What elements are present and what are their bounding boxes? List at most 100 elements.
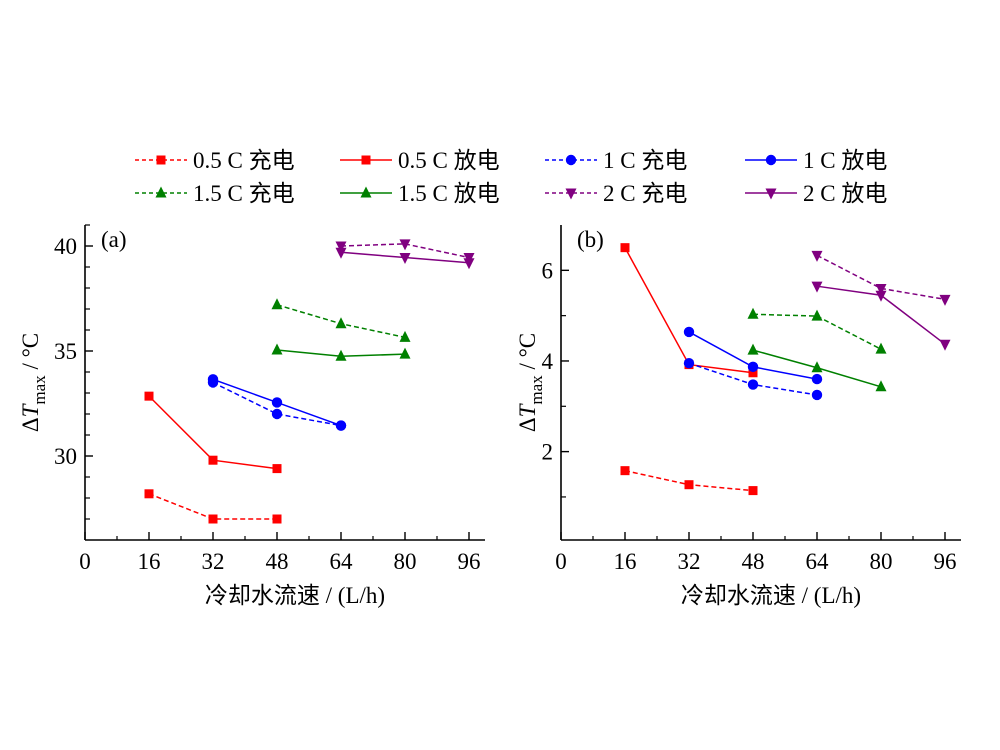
x-axis-title: 冷却水流速 / (L/h) xyxy=(681,583,861,608)
data-point xyxy=(747,361,759,373)
x-tick-label: 64 xyxy=(806,549,830,574)
y-axis-title-symbol: T xyxy=(18,402,43,417)
y-axis-title: ΔTmax / °C xyxy=(515,333,546,432)
data-point xyxy=(875,283,887,295)
series-3 xyxy=(207,374,347,431)
legend-entry: 1 C 充电 xyxy=(545,148,687,173)
legend-label: 2 C 放电 xyxy=(803,181,887,206)
x-tick-label: 96 xyxy=(458,549,481,574)
data-point xyxy=(875,380,887,392)
series-4 xyxy=(271,298,411,342)
legend-entry: 2 C 充电 xyxy=(545,181,687,206)
data-point xyxy=(144,489,154,499)
legend-label: 1.5 C 放电 xyxy=(398,181,500,206)
legend-label: 1 C 充电 xyxy=(603,148,687,173)
data-point xyxy=(747,379,759,390)
y-axis-title-subscript: max xyxy=(527,375,546,405)
y-axis-title-delta: Δ xyxy=(515,417,540,432)
data-point xyxy=(683,358,695,369)
y-tick-label: 2 xyxy=(542,440,554,465)
y-tick-label: 4 xyxy=(542,349,554,374)
data-point xyxy=(747,307,759,319)
data-point xyxy=(399,330,411,342)
data-point xyxy=(207,374,219,385)
data-point xyxy=(747,343,759,355)
data-point xyxy=(271,298,283,310)
y-axis-title-symbol: T xyxy=(515,402,540,417)
x-tick-label: 64 xyxy=(330,549,354,574)
panel-a: 0 16 32 48 64 80 96 30 35 40 冷却水流速 / (L/h) ΔTmax / … xyxy=(18,224,485,608)
legend-entry: 2 C 放电 xyxy=(745,181,887,206)
panel-b: 0 16 32 48 64 80 96 2 4 6 冷却水流速 / (L/h) ΔTmax / °C (… xyxy=(515,225,961,608)
data-point xyxy=(939,294,951,306)
data-point xyxy=(811,373,823,385)
legend-label: 2 C 充电 xyxy=(603,181,687,206)
legend-marker xyxy=(765,188,777,200)
legend-marker xyxy=(361,155,371,165)
legend-marker xyxy=(565,154,577,166)
legend-label: 1.5 C 充电 xyxy=(193,181,295,206)
series-2 xyxy=(683,358,823,401)
data-point xyxy=(208,455,218,465)
data-point xyxy=(463,258,475,270)
data-point xyxy=(811,281,823,293)
data-point xyxy=(748,486,758,496)
data-point xyxy=(811,309,823,321)
data-point xyxy=(335,247,347,259)
y-tick-label: 6 xyxy=(542,258,554,283)
series-3 xyxy=(683,326,823,385)
y-tick-label: 35 xyxy=(54,339,77,364)
legend-marker xyxy=(155,186,167,198)
panel-label: (b) xyxy=(577,227,604,252)
series-7 xyxy=(335,247,475,270)
series-0 xyxy=(144,489,282,524)
data-point xyxy=(620,243,630,253)
data-point xyxy=(335,241,347,253)
legend-marker xyxy=(765,154,777,166)
legend-entry: 0.5 C 放电 xyxy=(340,148,500,173)
x-tick-label: 48 xyxy=(742,549,765,574)
series-4 xyxy=(747,307,887,354)
x-tick-label: 32 xyxy=(678,549,701,574)
x-tick-label: 32 xyxy=(202,549,225,574)
series-0 xyxy=(620,466,758,496)
data-point xyxy=(271,343,283,355)
y-axis-title-delta: Δ xyxy=(18,417,43,432)
x-tick-label: 16 xyxy=(138,549,161,574)
x-tick-label: 0 xyxy=(79,549,91,574)
legend-label: 1 C 放电 xyxy=(803,148,887,173)
data-point xyxy=(620,466,630,476)
data-point xyxy=(335,349,347,361)
data-point xyxy=(399,253,411,265)
series-5 xyxy=(271,343,411,361)
series-1 xyxy=(144,391,282,474)
series-7 xyxy=(811,281,951,351)
data-point xyxy=(748,368,758,378)
data-point xyxy=(683,326,695,338)
data-point xyxy=(875,342,887,354)
y-axis-title-unit: / °C xyxy=(515,333,540,375)
data-point xyxy=(272,464,282,474)
x-tick-label: 16 xyxy=(614,549,637,574)
legend-label: 0.5 C 放电 xyxy=(398,148,500,173)
data-point xyxy=(144,391,154,401)
x-tick-label: 80 xyxy=(394,549,417,574)
data-point xyxy=(811,361,823,373)
panel-label: (a) xyxy=(101,227,127,252)
y-axis-title-unit: / °C xyxy=(18,333,43,375)
x-tick-label: 0 xyxy=(555,549,567,574)
data-point xyxy=(399,347,411,359)
data-point xyxy=(271,397,283,408)
y-axis-title: ΔTmax / °C xyxy=(18,333,49,432)
legend-marker xyxy=(156,155,166,165)
data-point xyxy=(208,514,218,524)
legend-label: 0.5 C 充电 xyxy=(193,148,295,173)
y-tick-label: 30 xyxy=(54,444,77,469)
y-tick-label: 40 xyxy=(54,234,77,259)
data-point xyxy=(399,239,411,251)
data-point xyxy=(811,250,823,262)
x-axis-title: 冷却水流速 / (L/h) xyxy=(205,583,385,608)
data-point xyxy=(272,514,282,524)
legend: 0.5 C 充电 0.5 C 放电 1 C 充电 1 C 放电 1.5 C 充电 1.5 … xyxy=(135,148,887,206)
